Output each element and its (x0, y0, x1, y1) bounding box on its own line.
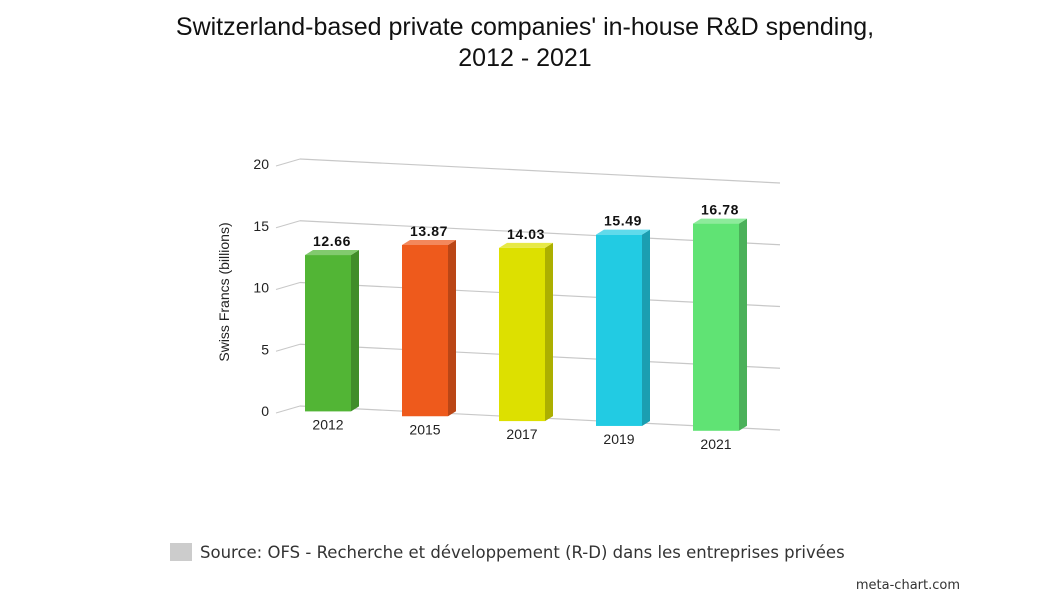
data-label-2017: 14.03 (507, 226, 545, 242)
bar-2021[interactable] (693, 218, 747, 431)
bar-2017[interactable] (499, 242, 553, 422)
data-label-2019: 15.49 (604, 213, 642, 229)
x-tick-label-2019: 2019 (603, 431, 634, 447)
credit-text[interactable]: meta-chart.com (855, 578, 960, 593)
bar-top (596, 229, 650, 235)
data-label-2021: 16.78 (701, 202, 739, 218)
x-tick-label-2021: 2021 (700, 436, 731, 452)
data-labels: 12.66 13.87 14.03 15.49 16.78 (313, 202, 739, 249)
gridline-connector (275, 282, 301, 290)
bar-top (305, 250, 359, 256)
x-tick-label-2017: 2017 (506, 426, 537, 442)
y-tick-label: 0 (261, 403, 269, 419)
x-axis-tick-labels: 2012 2015 2017 2019 2021 (312, 416, 731, 451)
gridline (299, 158, 781, 184)
bar-side (448, 239, 456, 417)
chart-title: Switzerland-based private companies' in-… (0, 12, 1050, 74)
bar-top (402, 239, 456, 245)
data-label-2012: 12.66 (313, 233, 351, 249)
chart-title-line-1: Switzerland-based private companies' in-… (175, 13, 875, 41)
y-tick-label: 10 (253, 280, 269, 296)
gridline-connector (275, 343, 301, 352)
bar-front (596, 234, 642, 426)
bar-2012[interactable] (305, 250, 359, 412)
legend[interactable]: Source: OFS - Recherche et développement… (170, 539, 845, 565)
bar-2019[interactable] (596, 229, 650, 426)
bar-side (351, 250, 359, 412)
x-tick-label-2015: 2015 (409, 421, 440, 437)
bar-top (499, 242, 553, 248)
x-tick-label-2012: 2012 (312, 416, 343, 432)
bar-side (545, 242, 553, 422)
data-label-2015: 13.87 (410, 223, 448, 239)
bar-side (739, 218, 747, 431)
bar-front (499, 247, 545, 422)
chart-title-line-2: 2012 - 2021 (458, 44, 592, 72)
y-tick-label: 20 (253, 156, 269, 172)
bar-front (402, 244, 448, 417)
bar-2015[interactable] (402, 239, 456, 417)
bar-front (693, 223, 739, 431)
bars (305, 218, 747, 431)
legend-swatch (170, 543, 192, 561)
y-tick-label: 5 (261, 341, 269, 357)
y-axis-ticks: 0 5 10 15 20 (253, 156, 269, 419)
y-axis-label: Swiss Francs (billions) (216, 222, 232, 361)
gridline-connector (275, 158, 301, 167)
legend-label: Source: OFS - Recherche et développement… (200, 542, 845, 562)
bar-top (693, 218, 747, 224)
gridline-connector (275, 220, 301, 229)
y-tick-label: 15 (253, 218, 269, 234)
gridline-connector (275, 405, 301, 414)
bar-front (305, 255, 351, 412)
bar-side (642, 229, 650, 426)
